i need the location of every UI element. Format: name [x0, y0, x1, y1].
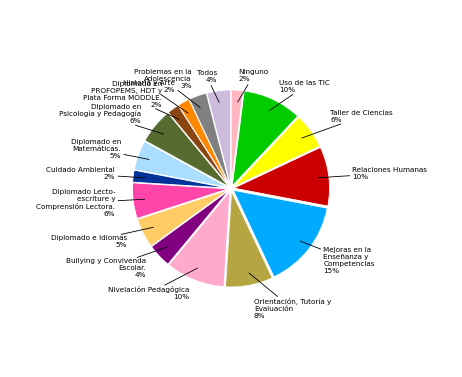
Text: Relaciones Humanas
10%: Relaciones Humanas 10% [317, 167, 427, 180]
Text: Orientación, Tutoría y
Evaluación
8%: Orientación, Tutoría y Evaluación 8% [249, 273, 331, 319]
Text: Cuidado Ambiental
2%: Cuidado Ambiental 2% [47, 167, 145, 180]
Wedge shape [145, 113, 229, 187]
Wedge shape [168, 106, 229, 186]
Text: Uso de las TIC
10%: Uso de las TIC 10% [269, 80, 330, 111]
Wedge shape [225, 191, 272, 287]
Wedge shape [133, 183, 228, 218]
Text: Todos
4%: Todos 4% [197, 70, 219, 103]
Wedge shape [233, 117, 320, 187]
Wedge shape [234, 147, 329, 206]
Wedge shape [178, 100, 230, 186]
Text: Mejoras en la
Enseñanza y
Competencias
15%: Mejoras en la Enseñanza y Competencias 1… [300, 241, 375, 274]
Text: Diplomado en
Matemáticas.
5%: Diplomado en Matemáticas. 5% [71, 139, 149, 159]
Wedge shape [231, 90, 243, 185]
Text: Diplomado Lecto-
escriture y
Comprensión Lectora.
6%: Diplomado Lecto- escriture y Comprensión… [36, 189, 145, 217]
Wedge shape [232, 91, 298, 186]
Wedge shape [207, 90, 231, 185]
Wedge shape [169, 191, 230, 287]
Text: Diplomado e Idiomas
5%: Diplomado e Idiomas 5% [51, 227, 153, 248]
Wedge shape [133, 170, 228, 188]
Text: Diplomado en
Psicología y Pedagogía
6%: Diplomado en Psicología y Pedagogía 6% [59, 104, 164, 134]
Wedge shape [233, 190, 327, 277]
Text: Problemas en la
Adolescencia
3%: Problemas en la Adolescencia 3% [134, 69, 201, 107]
Wedge shape [134, 141, 228, 187]
Text: Nivelación Pedagógica
10%: Nivelación Pedagógica 10% [108, 268, 198, 300]
Wedge shape [189, 93, 230, 186]
Wedge shape [138, 190, 228, 246]
Text: Historia y Arte
2%: Historia y Arte 2% [123, 80, 188, 113]
Text: Bullying y Convivenda
Escolar.
4%: Bullying y Convivenda Escolar. 4% [66, 247, 167, 278]
Text: Diplomado en
PROFOPEMS, HDT y
Plata Forma MODDLE.
2%: Diplomado en PROFOPEMS, HDT y Plata Form… [84, 81, 179, 119]
Wedge shape [152, 190, 229, 264]
Text: Ninguno
2%: Ninguno 2% [237, 69, 268, 102]
Text: Taller de Ciencias
6%: Taller de Ciencias 6% [302, 110, 393, 138]
